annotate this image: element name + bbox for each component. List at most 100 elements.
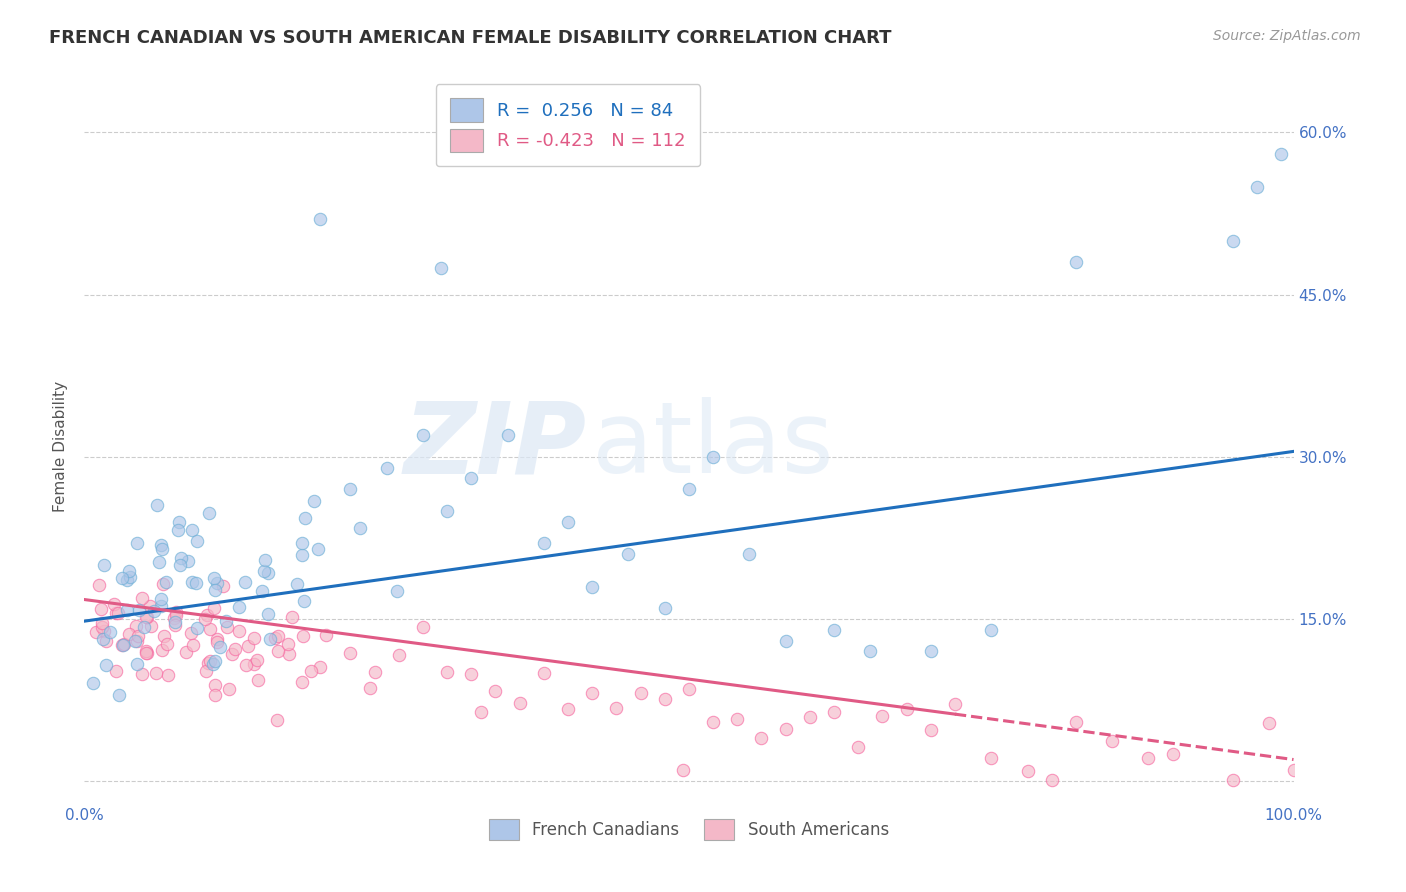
Point — [111, 571, 134, 585]
Point — [872, 708, 894, 723]
Point — [150, 592, 173, 607]
Point — [228, 624, 250, 638]
Point — [148, 555, 170, 569]
Point — [125, 536, 148, 550]
Point — [617, 547, 640, 561]
Point — [91, 616, 114, 631]
Point — [259, 632, 281, 647]
Point — [242, 631, 264, 645]
Point — [145, 666, 167, 681]
Point — [823, 623, 845, 637]
Point — [1258, 715, 1281, 730]
Point — [412, 428, 434, 442]
Point — [111, 639, 134, 653]
Point — [307, 541, 329, 556]
Point — [110, 638, 132, 652]
Point — [114, 637, 136, 651]
Point — [181, 638, 204, 652]
Point — [200, 654, 222, 668]
Point — [1246, 179, 1268, 194]
Point — [94, 657, 117, 672]
Point — [155, 574, 177, 589]
Point — [167, 515, 190, 529]
Point — [150, 643, 173, 657]
Point — [201, 657, 224, 671]
Point — [165, 605, 187, 619]
Point — [250, 583, 273, 598]
Point — [165, 618, 187, 632]
Point — [678, 482, 700, 496]
Point — [1270, 147, 1292, 161]
Point — [1161, 747, 1184, 761]
Point — [228, 599, 250, 614]
Point — [509, 696, 531, 710]
Text: Source: ZipAtlas.com: Source: ZipAtlas.com — [1213, 29, 1361, 43]
Point — [84, 625, 107, 640]
Point — [103, 597, 125, 611]
Point — [775, 633, 797, 648]
Point — [375, 460, 398, 475]
Point — [117, 603, 139, 617]
Point — [150, 542, 173, 557]
Point — [138, 599, 160, 614]
Point — [980, 623, 1002, 637]
Point — [605, 701, 627, 715]
Point — [799, 709, 821, 723]
Point — [218, 681, 240, 696]
Point — [252, 564, 274, 578]
Point — [136, 646, 159, 660]
Point — [124, 633, 146, 648]
Point — [291, 675, 314, 690]
Point — [943, 697, 966, 711]
Point — [150, 538, 173, 552]
Point — [581, 686, 603, 700]
Point — [135, 610, 157, 624]
Point — [470, 706, 492, 720]
Point — [180, 625, 202, 640]
Point — [460, 471, 482, 485]
Point — [93, 624, 115, 638]
Point — [242, 657, 264, 671]
Point — [678, 681, 700, 696]
Point — [204, 583, 226, 598]
Point — [751, 731, 773, 745]
Point — [127, 629, 149, 643]
Point — [267, 629, 290, 643]
Point — [205, 635, 228, 649]
Point — [153, 629, 176, 643]
Y-axis label: Female Disability: Female Disability — [53, 380, 69, 512]
Point — [194, 664, 217, 678]
Point — [181, 523, 204, 537]
Point — [184, 575, 207, 590]
Point — [557, 702, 579, 716]
Point — [194, 612, 217, 626]
Point — [484, 683, 506, 698]
Point — [256, 607, 278, 621]
Point — [775, 723, 797, 737]
Point — [181, 575, 204, 590]
Point — [557, 515, 579, 529]
Point — [1222, 773, 1244, 788]
Point — [163, 611, 186, 625]
Point — [436, 504, 458, 518]
Point — [654, 601, 676, 615]
Point — [156, 637, 179, 651]
Point — [315, 627, 337, 641]
Point — [235, 657, 257, 672]
Point — [195, 608, 218, 623]
Point — [115, 573, 138, 587]
Point — [215, 620, 238, 634]
Point — [304, 494, 326, 508]
Point — [131, 591, 153, 606]
Point — [207, 576, 229, 591]
Point — [105, 606, 128, 620]
Point — [309, 211, 332, 226]
Point — [221, 647, 243, 661]
Point — [349, 521, 371, 535]
Point — [163, 615, 186, 629]
Point — [91, 620, 114, 634]
Point — [150, 599, 173, 613]
Point — [211, 579, 233, 593]
Point — [291, 536, 314, 550]
Point — [202, 571, 225, 585]
